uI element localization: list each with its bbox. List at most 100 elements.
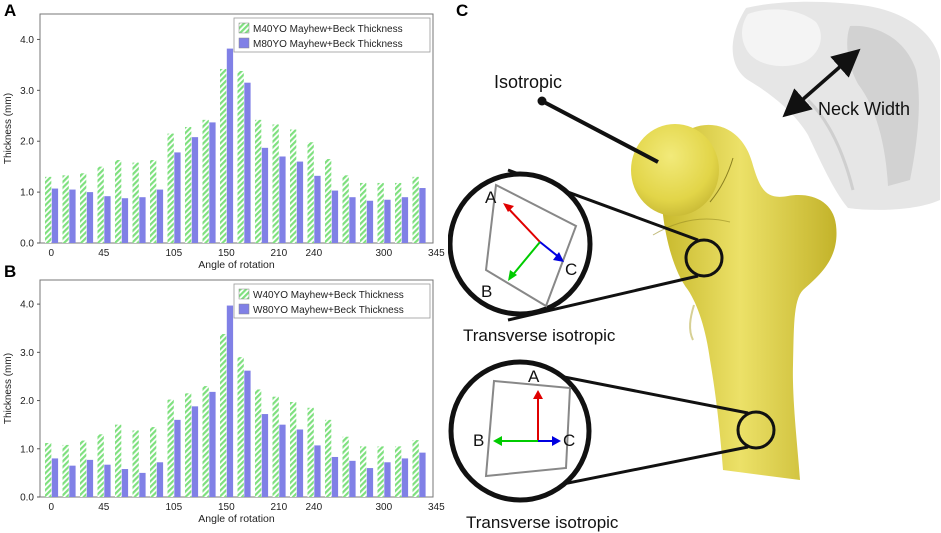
bar-old [314, 175, 321, 243]
panel-label-a: A [4, 1, 17, 20]
y-axis-label: Thickness (mm) [3, 93, 14, 164]
bar-young [132, 430, 139, 497]
zoom-target-upper [684, 238, 724, 278]
bar-young [62, 175, 69, 243]
bar-young [220, 68, 227, 244]
x-tick-label: 45 [98, 502, 110, 513]
legend-swatch [238, 37, 250, 49]
zoom-circle-lower [448, 359, 592, 503]
bar-young [132, 162, 139, 243]
bar-young [80, 173, 87, 243]
y-tick-label: 0.0 [20, 493, 34, 504]
bar-young [167, 399, 174, 497]
yellow-femur [631, 124, 837, 481]
bar-young [185, 393, 192, 497]
axis-label-c-upper: C [565, 260, 577, 279]
axis-label-a-lower: A [528, 367, 540, 386]
bar-old [104, 464, 111, 497]
bar-old [51, 188, 59, 243]
x-tick-label: 210 [270, 502, 287, 513]
panel-label-c: C [456, 1, 469, 20]
y-tick-label: 4.0 [20, 35, 34, 46]
bar-old [314, 445, 321, 497]
bar-young [237, 70, 244, 244]
bar-old [209, 391, 216, 497]
bar-young [80, 440, 87, 497]
bar-young [290, 129, 297, 243]
y-axis-label: Thickness (mm) [3, 353, 14, 424]
bar-young [202, 119, 209, 243]
bar-young [290, 402, 297, 497]
x-tick-label: 45 [98, 248, 110, 259]
isotropic-pointer-line [541, 99, 659, 164]
bar-old [191, 137, 199, 243]
isotropic-label: Isotropic [494, 72, 562, 92]
bar-young [325, 159, 332, 243]
bar-young [272, 396, 279, 497]
bar-old [349, 460, 356, 497]
x-axis-label: Angle of rotation [198, 259, 275, 270]
bar-old [244, 370, 251, 497]
arrow-b-upper-head [508, 270, 517, 281]
legend-label: W40YO Mayhew+Beck Thickness [253, 290, 404, 301]
bar-young [272, 124, 279, 243]
bar-old [331, 456, 339, 497]
x-tick-label: 300 [375, 248, 392, 259]
bar-old [384, 199, 391, 243]
bar-old [244, 82, 251, 243]
bar-old [104, 196, 111, 243]
axis-label-c-lower: C [563, 431, 575, 450]
legend [233, 283, 431, 319]
bar-old [279, 156, 286, 243]
bar-young [237, 357, 244, 497]
bar-old [226, 48, 234, 243]
bar-old [261, 414, 269, 497]
y-tick-label: 0.0 [20, 239, 34, 250]
bar-old [419, 452, 426, 497]
bar-young [150, 427, 157, 497]
neck-width-label: Neck Width [818, 99, 910, 119]
arrow-b-lower-head [493, 436, 502, 446]
bar-young [45, 442, 52, 497]
bar-young [115, 160, 122, 243]
x-tick-label: 300 [375, 502, 392, 513]
axis-label-b-lower: B [473, 431, 484, 450]
x-tick-label: 345 [428, 248, 445, 259]
legend-swatch [238, 22, 250, 34]
x-tick-label: 210 [270, 248, 287, 259]
bar-old [156, 462, 164, 497]
bar-old [139, 472, 146, 497]
x-tick-label: 150 [218, 502, 235, 513]
x-tick-label: 240 [305, 248, 322, 259]
bar-old [366, 200, 374, 243]
material-frame-lower [484, 379, 572, 478]
x-tick-label: 0 [49, 502, 55, 513]
bar-young [412, 176, 419, 243]
legend-swatch [238, 303, 250, 315]
bar-old [401, 197, 409, 243]
bar-old [174, 419, 181, 497]
bar-old [86, 459, 94, 497]
bar-young [412, 440, 419, 497]
y-tick-label: 2.0 [20, 137, 34, 148]
legend-label: W80YO Mayhew+Beck Thickness [253, 305, 404, 316]
bar-old [296, 161, 304, 243]
bar-old [384, 462, 391, 497]
bar-old [279, 424, 286, 497]
legend-label: M80YO Mayhew+Beck Thickness [253, 39, 403, 50]
bar-young [395, 182, 402, 243]
bar-young [342, 175, 349, 243]
bar-young [202, 386, 209, 497]
bar-old [51, 458, 59, 497]
bar-young [97, 166, 104, 243]
bar-young [45, 176, 52, 243]
bar-old [69, 189, 76, 243]
bar-old [261, 147, 269, 243]
zoom-circle-upper [448, 171, 593, 317]
bar-young [220, 334, 227, 497]
bar-young [360, 182, 367, 243]
femur-diagram: Neck Width Isotropic A B C Transverse is… [448, 1, 940, 532]
bar-young [115, 424, 122, 497]
bar-old [349, 197, 356, 243]
x-axis-label: Angle of rotation [198, 513, 275, 525]
